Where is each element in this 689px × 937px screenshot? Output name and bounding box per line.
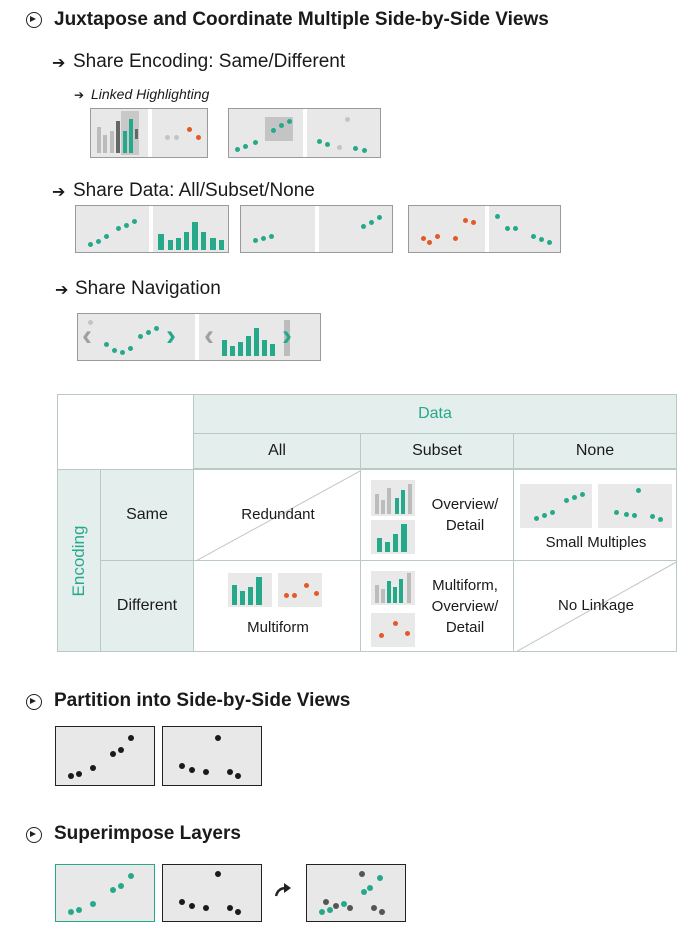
- arrow-right-icon: ➔: [52, 184, 66, 201]
- chevron-right-icon: ›: [166, 319, 176, 352]
- linked-highlight-thumb-scatter: [228, 108, 381, 158]
- cell-diff-all: Multiform: [193, 560, 361, 652]
- circle-arrow-icon: [26, 12, 42, 28]
- share-data-none-thumb: [408, 205, 561, 253]
- linked-highlight-thumb-bars: [90, 108, 208, 158]
- cell-same-subset: Overview/ Detail: [360, 469, 514, 561]
- share-navigation-label: Share Navigation: [75, 278, 221, 299]
- cell-label: Multiform: [247, 619, 309, 636]
- cell-label: Overview/ Detail: [431, 496, 499, 534]
- cell-label: Multiform, Overview/ Detail: [431, 577, 499, 636]
- matrix-encoding-header: Encoding: [57, 469, 101, 652]
- section-title-juxtapose: Juxtapose and Coordinate Multiple Side-b…: [54, 9, 549, 30]
- arrow-right-icon: ➔: [55, 282, 69, 299]
- linked-highlighting-label: Linked Highlighting: [91, 86, 210, 102]
- cell-label: Small Multiples: [545, 534, 647, 551]
- layer-combined: [306, 864, 406, 922]
- diagonal-line: [516, 561, 676, 651]
- matrix-row-different: Different: [100, 560, 194, 652]
- matrix-col-subset: Subset: [360, 433, 514, 469]
- cell-same-none: Small Multiples: [513, 469, 677, 561]
- diagonal-line: [196, 470, 360, 560]
- section-title-partition: Partition into Side-by-Side Views: [54, 690, 351, 711]
- partition-view-1: [55, 726, 155, 786]
- arrow-right-icon: ➔: [52, 55, 66, 72]
- matrix-corner: [57, 394, 194, 470]
- chevron-left-icon: ‹: [82, 319, 92, 352]
- share-encoding-label: Share Encoding: Same/Different: [73, 51, 346, 72]
- curved-arrow-icon: [274, 883, 291, 897]
- small-multiple-1: [520, 484, 592, 528]
- matrix-data-header: Data: [193, 394, 677, 434]
- share-navigation-thumb: ‹ › ‹ ›: [77, 313, 321, 361]
- matrix-col-all: All: [193, 433, 361, 469]
- cell-diff-none: No Linkage: [513, 560, 677, 652]
- share-data-label: Share Data: All/Subset/None: [73, 180, 315, 201]
- matrix-col-none: None: [513, 433, 677, 469]
- cell-label: Redundant: [241, 506, 315, 523]
- detail-thumb: [371, 520, 415, 554]
- small-multiple-2: [598, 484, 672, 528]
- circle-arrow-icon: [26, 694, 42, 710]
- layer-teal: [55, 864, 155, 922]
- chevron-right-icon: ›: [282, 319, 292, 352]
- chevron-left-icon: ‹: [204, 319, 214, 352]
- cell-label: No Linkage: [558, 597, 634, 614]
- section-title-superimpose: Superimpose Layers: [54, 823, 241, 844]
- partition-view-2: [162, 726, 262, 786]
- multiform-bars-thumb: [228, 573, 272, 607]
- layer-black: [162, 864, 262, 922]
- share-data-subset-thumb: [240, 205, 393, 253]
- share-data-all-thumb: [75, 205, 229, 253]
- cell-same-all: Redundant: [193, 469, 361, 561]
- encoding-label: Encoding: [69, 525, 88, 596]
- multiform-scatter-thumb: [278, 573, 322, 607]
- circle-arrow-icon: [26, 827, 42, 843]
- detail-scatter-thumb: [371, 613, 415, 647]
- overview-thumb: [371, 571, 415, 605]
- overview-thumb: [371, 480, 415, 516]
- matrix-row-same: Same: [100, 469, 194, 561]
- arrow-right-icon: ➔: [74, 88, 85, 102]
- cell-diff-subset: Multiform, Overview/ Detail: [360, 560, 514, 652]
